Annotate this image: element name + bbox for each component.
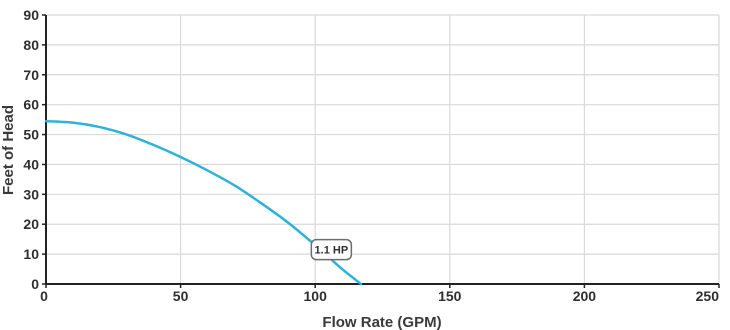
y-tick-label: 90 <box>23 7 39 23</box>
callout-box <box>310 238 353 261</box>
plot-area <box>46 15 719 284</box>
y-tick-label: 0 <box>31 276 39 292</box>
y-tick-label: 80 <box>23 37 39 53</box>
y-tick-label: 50 <box>23 127 39 143</box>
x-tick-label: 100 <box>304 288 328 304</box>
x-tick-label: 0 <box>40 288 48 304</box>
axes <box>42 14 720 288</box>
x-tick-label: 150 <box>438 288 462 304</box>
y-tick-labels: 0 10 20 30 40 50 60 70 80 90 <box>23 7 39 292</box>
y-tick-label: 30 <box>23 186 39 202</box>
y-tick-label: 20 <box>23 216 39 232</box>
y-axis-label: Feet of Head <box>0 105 17 195</box>
x-tick-label: 50 <box>173 288 189 304</box>
gridlines <box>46 14 720 284</box>
x-tick-labels: 0 50 100 150 200 250 <box>40 288 719 304</box>
x-tick-label: 200 <box>573 288 597 304</box>
y-tick-label: 40 <box>23 156 39 172</box>
x-tick-label: 250 <box>696 288 720 304</box>
callout-layer: 1.1 HP <box>310 238 353 261</box>
y-tick-label: 70 <box>23 67 39 83</box>
x-axis-label: Flow Rate (GPM) <box>322 314 441 330</box>
y-tick-label: 60 <box>23 97 39 113</box>
y-tick-label: 10 <box>23 246 39 262</box>
callout-label: 1.1 HP <box>315 245 349 257</box>
curve-callout: 1.1 HP <box>310 238 353 261</box>
